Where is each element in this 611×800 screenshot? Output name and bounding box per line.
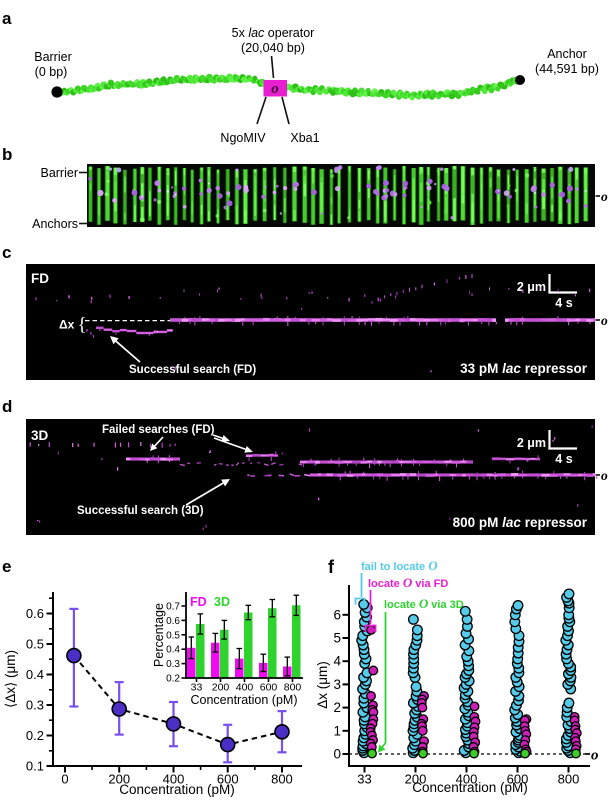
svg-text:0.5: 0.5 [26,637,44,652]
svg-text:Successful search (FD): Successful search (FD) [129,364,256,376]
svg-text:0.4: 0.4 [26,667,44,682]
svg-text:Barrier: Barrier [34,50,72,64]
svg-text:2 μm: 2 μm [517,280,546,294]
svg-text:o: o [601,189,608,204]
svg-text:{: { [78,315,87,336]
svg-text:600: 600 [217,772,239,787]
svg-text:a: a [2,9,12,28]
svg-text:800: 800 [284,682,302,694]
svg-text:3D: 3D [31,428,49,443]
svg-text:2: 2 [333,700,341,715]
svg-text:0.4: 0.4 [166,645,180,656]
svg-text:b: b [2,145,12,164]
svg-text:200: 200 [212,682,230,694]
svg-text:200: 200 [108,772,130,787]
svg-text:Concentration (pM): Concentration (pM) [119,782,235,797]
svg-text:0.6: 0.6 [26,606,44,621]
svg-text:Xba1: Xba1 [290,131,319,145]
svg-text:d: d [2,397,12,416]
svg-text:fail to locate O: fail to locate O [361,558,438,573]
svg-text:Barrier: Barrier [40,166,78,180]
svg-text:0.7: 0.7 [166,602,180,613]
svg-text:400: 400 [236,682,254,694]
svg-text:4 s: 4 s [555,452,572,466]
svg-text:Anchor: Anchor [547,47,587,61]
svg-text:400: 400 [163,772,185,787]
svg-text:o: o [601,313,608,328]
svg-text:33 pM lac repressor: 33 pM lac repressor [460,361,588,376]
svg-text:FD: FD [31,271,49,286]
svg-text:c: c [2,243,11,262]
svg-text:o: o [591,748,599,764]
svg-text:5: 5 [333,631,341,646]
svg-text:Anchors: Anchors [32,217,78,231]
svg-text:(0 bp): (0 bp) [35,65,68,79]
svg-text:5x lac operator: 5x lac operator [232,26,315,40]
svg-text:Δx: Δx [59,318,75,332]
svg-text:⟨Δx⟩ (μm): ⟨Δx⟩ (μm) [3,650,18,708]
svg-text:Concentration (pM): Concentration (pM) [191,693,298,707]
svg-text:(20,040 bp): (20,040 bp) [241,41,305,55]
svg-text:4: 4 [333,654,341,669]
svg-text:Successful search (3D): Successful search (3D) [77,505,204,517]
svg-text:3D: 3D [214,595,230,609]
svg-text:4 s: 4 s [555,296,572,310]
svg-text:0: 0 [333,747,341,762]
svg-text:FD: FD [190,595,207,609]
svg-text:Percentage: Percentage [152,603,166,667]
svg-text:1: 1 [333,723,341,738]
svg-text:NgoMIV: NgoMIV [220,131,266,145]
svg-text:(44,591 bp): (44,591 bp) [535,62,599,76]
svg-text:locate O via FD: locate O via FD [368,575,448,590]
svg-text:33: 33 [191,682,203,694]
svg-text:f: f [328,557,335,577]
svg-text:800: 800 [558,772,580,787]
svg-text:0.5: 0.5 [166,630,180,641]
svg-text:Concentration (pM): Concentration (pM) [412,780,528,795]
svg-text:0: 0 [61,772,68,787]
svg-text:2 μm: 2 μm [517,436,546,450]
svg-text:0.3: 0.3 [166,659,180,670]
svg-text:800: 800 [271,772,293,787]
svg-text:0.1: 0.1 [26,759,44,774]
svg-text:0.2: 0.2 [26,728,44,743]
svg-text:o: o [601,468,608,483]
svg-text:Failed searches (FD): Failed searches (FD) [102,424,215,436]
svg-text:0.3: 0.3 [26,698,44,713]
svg-text:0.6: 0.6 [166,616,180,627]
svg-text:6: 6 [333,607,341,622]
svg-text:e: e [2,557,11,576]
svg-text:600: 600 [507,772,529,787]
svg-text:400: 400 [456,772,478,787]
svg-text:Δx (μm): Δx (μm) [315,661,330,709]
svg-text:locate O via 3D: locate O via 3D [384,596,464,611]
svg-text:o: o [271,81,279,97]
svg-text:0.2: 0.2 [166,674,180,685]
svg-text:33: 33 [357,772,371,787]
svg-text:200: 200 [405,772,427,787]
svg-text:600: 600 [260,682,278,694]
svg-text:800 pM lac repressor: 800 pM lac repressor [453,515,588,530]
svg-text:3: 3 [333,677,341,692]
